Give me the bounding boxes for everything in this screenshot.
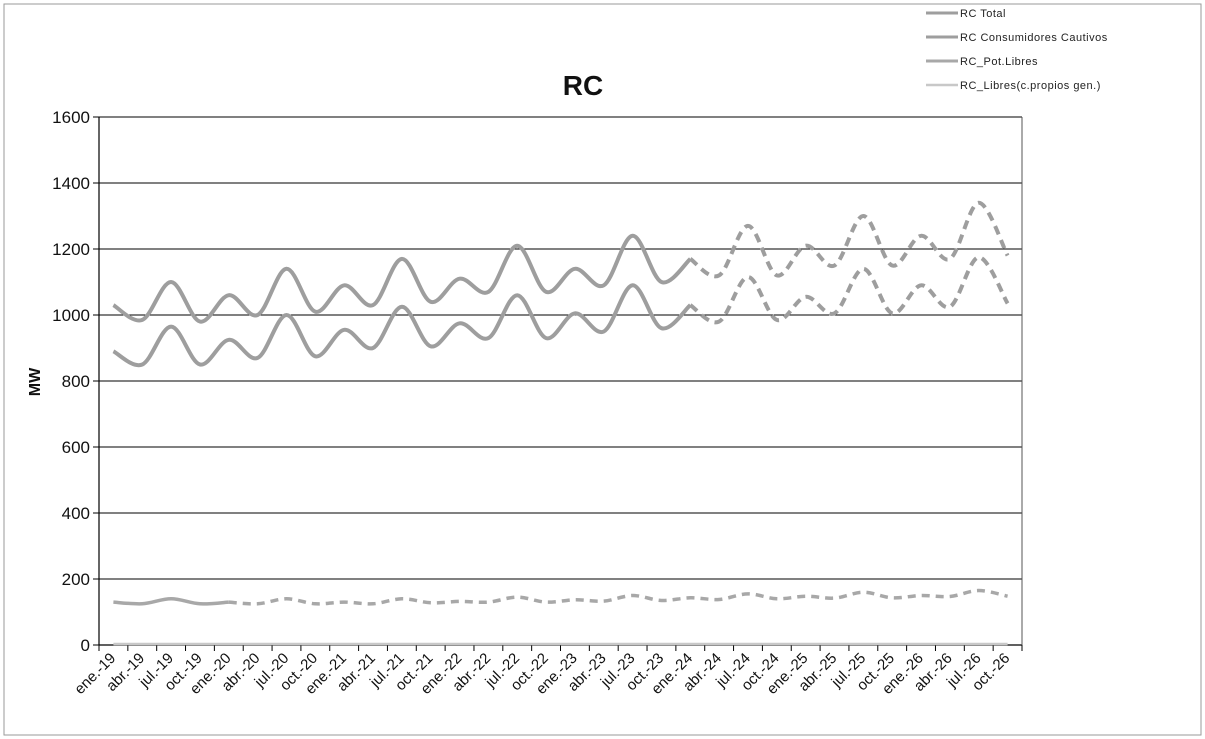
y-tick-label: 600: [62, 438, 90, 457]
series-1: [112, 255, 1010, 368]
legend-label: RC Total: [960, 8, 1006, 20]
y-tick-label: 0: [81, 636, 90, 655]
series-line-dashed: [689, 255, 1010, 325]
series-2: [113, 588, 1008, 606]
legend-label: RC_Pot.Libres: [960, 56, 1038, 68]
chart-title: RC: [563, 70, 603, 101]
y-tick-label: 1600: [52, 108, 90, 127]
y-tick-label: 1000: [52, 306, 90, 325]
y-tick-label: 1200: [52, 240, 90, 259]
legend: RC Total RC Consumidores Cautivos RC_Pot.L…: [926, 8, 1108, 92]
legend-label: RC_Libres(c.propios gen.): [960, 80, 1101, 92]
series-line-dashed: [689, 200, 1010, 279]
series-line-solid: [112, 233, 692, 324]
series-line-dashed: [228, 588, 1008, 606]
y-tick-label: 1400: [52, 174, 90, 193]
series-layer: [112, 200, 1010, 646]
series-0: [112, 200, 1010, 324]
series-line-solid: [113, 597, 229, 606]
y-axis-label: MW: [27, 367, 44, 396]
y-tick-label: 200: [62, 570, 90, 589]
y-tick-label: 400: [62, 504, 90, 523]
y-tick-label: 800: [62, 372, 90, 391]
series-line-solid: [112, 283, 692, 368]
legend-label: RC Consumidores Cautivos: [960, 32, 1108, 44]
